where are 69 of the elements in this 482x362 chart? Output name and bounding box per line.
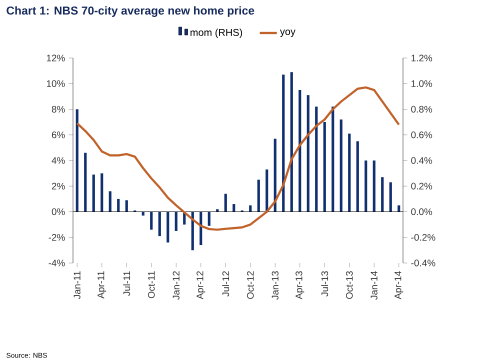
bar xyxy=(76,109,78,212)
bar xyxy=(348,134,351,212)
bar xyxy=(315,106,318,212)
y-tick-label: -2% xyxy=(48,234,65,241)
x-tick-label: Apr-12 xyxy=(196,271,206,300)
chart-title: Chart 1: NBS 70-city average new home price xyxy=(6,6,254,17)
bar xyxy=(224,194,227,212)
x-tick-label: Jan-12 xyxy=(172,271,180,300)
bar xyxy=(125,200,128,212)
y2-tick-label: 0.8% xyxy=(411,106,432,113)
bar xyxy=(108,191,112,212)
y2-tick-label: 0.0% xyxy=(411,208,432,216)
bar xyxy=(266,169,268,212)
bar xyxy=(381,177,384,212)
y-tick-label: 12% xyxy=(46,54,65,62)
y-tick-label: -4% xyxy=(48,260,65,266)
bar xyxy=(249,205,252,212)
y-tick-label: 2% xyxy=(52,182,65,190)
x-tick-label: Apr-13 xyxy=(296,271,304,300)
x-tick-label: Jan-13 xyxy=(272,271,278,300)
bar xyxy=(100,173,104,212)
bar xyxy=(372,160,376,212)
bar xyxy=(398,205,400,212)
bar xyxy=(150,212,153,230)
bar xyxy=(274,138,276,212)
y2-tick-label: -0.2% xyxy=(411,234,436,241)
bar xyxy=(216,209,219,212)
y2-tick-label: 1.0% xyxy=(412,80,432,87)
y-tick-label: 0% xyxy=(52,208,65,216)
bar xyxy=(282,74,285,212)
legend-label: mom (RHS) xyxy=(190,28,242,38)
y-tick-label: 6% xyxy=(52,132,65,138)
bar xyxy=(158,212,161,236)
legend-label: yoy xyxy=(280,30,296,38)
bar xyxy=(257,180,260,212)
x-tick-label: Oct-11 xyxy=(148,271,155,298)
bar xyxy=(306,95,310,212)
x-tick-label: Jan-14 xyxy=(370,271,378,300)
bar xyxy=(389,182,392,212)
x-tick-label: Jul-12 xyxy=(222,271,230,297)
bar xyxy=(208,212,210,226)
bar xyxy=(117,198,120,212)
y2-tick-label: -0.4% xyxy=(411,260,436,266)
bar xyxy=(232,204,236,212)
bar xyxy=(290,72,293,212)
bar xyxy=(174,212,178,231)
bar xyxy=(332,106,334,212)
y2-tick-label: 1.2% xyxy=(412,54,432,62)
bar xyxy=(298,90,302,212)
bar xyxy=(84,152,87,212)
bar xyxy=(92,174,95,212)
y2-tick-label: 0.6% xyxy=(411,132,432,138)
x-tick-label: Jan-11 xyxy=(74,271,80,299)
y2-tick-label: 0.4% xyxy=(411,157,432,164)
y-tick-label: 10% xyxy=(46,80,65,87)
x-tick-label: Apr-11 xyxy=(98,271,106,299)
y-tick-label: 4% xyxy=(52,157,65,164)
bar xyxy=(364,160,368,212)
y2-tick-label: 0.2% xyxy=(411,182,432,190)
bar xyxy=(166,212,170,242)
bar xyxy=(340,120,342,212)
x-tick-label: Oct-13 xyxy=(346,271,353,299)
bar xyxy=(356,141,359,212)
x-tick-label: Jul-11 xyxy=(123,271,130,296)
x-tick-label: Oct-12 xyxy=(247,271,254,299)
y-tick-label: 8% xyxy=(52,106,65,113)
bar xyxy=(323,122,326,212)
x-tick-label: Jul-13 xyxy=(321,271,328,297)
x-tick-label: Apr-14 xyxy=(394,271,404,300)
